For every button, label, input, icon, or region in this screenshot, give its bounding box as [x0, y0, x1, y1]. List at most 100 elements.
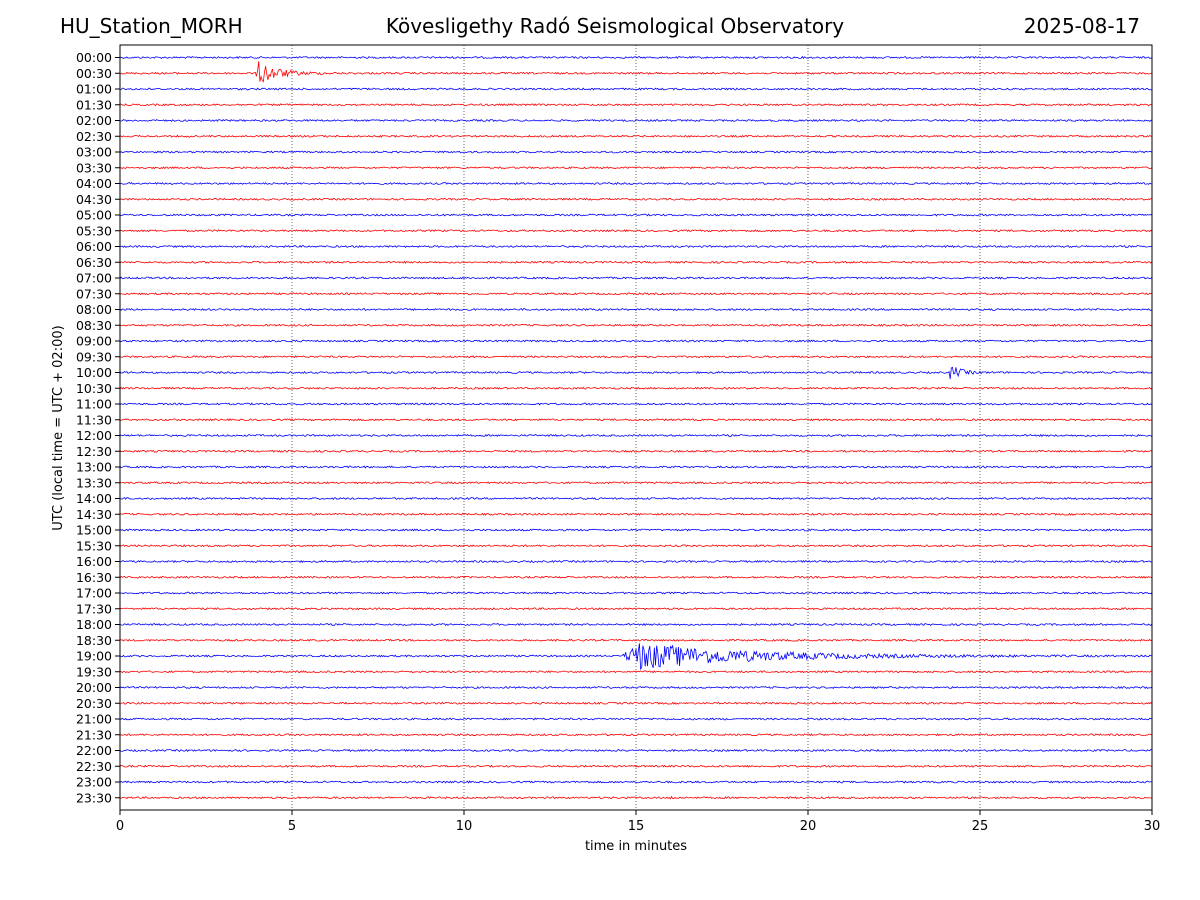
- x-tick-label: 0: [116, 819, 124, 834]
- chart-date: 2025-08-17: [1023, 14, 1140, 38]
- trace-2000: [119, 685, 1153, 690]
- trace-0000: [119, 55, 1153, 60]
- chart-title: Kövesligethy Radó Seismological Observat…: [385, 14, 845, 38]
- y-axis-label: UTC (local time = UTC + 02:00): [51, 325, 66, 530]
- trace-2100: [119, 717, 1153, 721]
- trace-0630: [119, 260, 1153, 264]
- y-tick-label: 11:30: [76, 412, 112, 427]
- y-tick-label: 09:30: [76, 349, 112, 364]
- y-tick-label: 00:00: [76, 50, 112, 65]
- trace-0200: [119, 118, 1153, 123]
- x-tick-label: 5: [288, 819, 296, 834]
- trace-2200: [119, 748, 1153, 753]
- y-tick-label: 03:00: [76, 145, 112, 160]
- y-tick-label: 17:30: [76, 601, 112, 616]
- y-tick-label: 22:30: [76, 759, 112, 774]
- trace-1300: [119, 465, 1153, 469]
- y-tick-label: 10:30: [76, 381, 112, 396]
- trace-0930: [119, 355, 1153, 359]
- y-tick-label: 12:30: [76, 444, 112, 459]
- y-tick-label: 21:30: [76, 727, 112, 742]
- y-tick-label: 04:30: [76, 192, 112, 207]
- trace-0030: [119, 61, 1153, 83]
- trace-2230: [119, 764, 1153, 768]
- y-tick-label: 12:00: [76, 428, 112, 443]
- x-tick-label: 15: [628, 819, 645, 834]
- trace-0400: [119, 181, 1153, 186]
- x-tick-label: 20: [800, 819, 817, 834]
- y-tick-label: 07:30: [76, 286, 112, 301]
- trace-1630: [119, 575, 1153, 579]
- y-tick-label: 19:30: [76, 664, 112, 679]
- y-tick-label: 02:30: [76, 129, 112, 144]
- y-tick-label: 18:00: [76, 617, 112, 632]
- trace-1330: [119, 481, 1153, 485]
- trace-2330: [119, 795, 1153, 800]
- y-tick-label: 16:30: [76, 570, 112, 585]
- y-tick-label: 13:30: [76, 475, 112, 490]
- trace-1830: [119, 638, 1153, 642]
- y-tick-label: 04:00: [76, 176, 112, 191]
- grid-lines: [291, 45, 981, 810]
- y-tick-label: 19:00: [76, 649, 112, 664]
- y-tick-label: 01:00: [76, 82, 112, 97]
- trace-0700: [119, 276, 1153, 280]
- trace-2030: [119, 701, 1153, 705]
- x-axis-label: time in minutes: [585, 839, 687, 854]
- y-tick-label: 06:00: [76, 239, 112, 254]
- y-tick-label: 20:30: [76, 696, 112, 711]
- trace-0600: [119, 244, 1153, 249]
- trace-0900: [119, 339, 1153, 343]
- plot-frame: [119, 44, 1153, 811]
- trace-1730: [119, 607, 1153, 611]
- y-tick-label: 14:30: [76, 507, 112, 522]
- trace-1000: [119, 366, 1153, 380]
- trace-0100: [119, 87, 1153, 91]
- y-tick-label: 05:30: [76, 223, 112, 238]
- trace-1100: [119, 402, 1153, 406]
- trace-1130: [119, 418, 1153, 422]
- trace-1430: [119, 512, 1153, 516]
- trace-2300: [119, 780, 1153, 784]
- y-tick-label: 22:00: [76, 743, 112, 758]
- y-tick-label: 18:30: [76, 633, 112, 648]
- y-tick-label: 00:30: [76, 66, 112, 81]
- y-tick-label: 16:00: [76, 554, 112, 569]
- x-axis-ticks: 0 5 10 15 20 25 30: [116, 810, 1160, 834]
- y-axis-ticks: 00:0000:3001:0001:3002:0002:3003:0003:30…: [76, 50, 120, 805]
- trace-0800: [119, 307, 1153, 312]
- trace-1900: [119, 643, 1153, 671]
- x-tick-label: 25: [972, 819, 989, 834]
- y-tick-label: 14:00: [76, 491, 112, 506]
- trace-1700: [119, 591, 1153, 595]
- trace-1200: [119, 433, 1153, 438]
- y-tick-label: 21:00: [76, 712, 112, 727]
- y-tick-label: 13:00: [76, 460, 112, 475]
- y-tick-label: 23:30: [76, 790, 112, 805]
- trace-1030: [119, 386, 1153, 390]
- y-tick-label: 11:00: [76, 397, 112, 412]
- trace-1230: [119, 449, 1153, 453]
- y-tick-label: 08:30: [76, 318, 112, 333]
- y-tick-label: 15:00: [76, 523, 112, 538]
- station-name: HU_Station_MORH: [60, 14, 243, 38]
- seismic-traces: [119, 55, 1153, 800]
- x-tick-label: 10: [456, 819, 473, 834]
- y-tick-label: 17:00: [76, 586, 112, 601]
- y-tick-label: 02:00: [76, 113, 112, 128]
- trace-1500: [119, 528, 1153, 532]
- trace-0430: [119, 197, 1153, 201]
- trace-0500: [119, 213, 1153, 217]
- y-tick-label: 09:00: [76, 334, 112, 349]
- y-tick-label: 23:00: [76, 775, 112, 790]
- trace-0130: [119, 103, 1153, 107]
- trace-1600: [119, 559, 1153, 564]
- y-tick-label: 07:00: [76, 271, 112, 286]
- trace-0730: [119, 292, 1153, 296]
- y-tick-label: 05:00: [76, 208, 112, 223]
- trace-0300: [119, 150, 1153, 154]
- trace-1530: [119, 544, 1153, 548]
- x-tick-label: 30: [1144, 819, 1161, 834]
- trace-2130: [119, 733, 1153, 737]
